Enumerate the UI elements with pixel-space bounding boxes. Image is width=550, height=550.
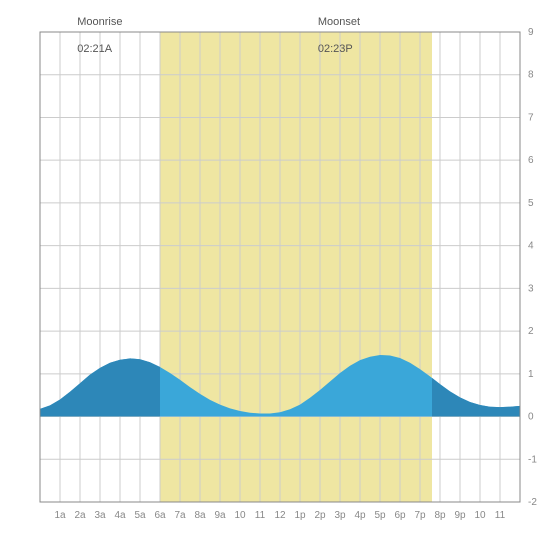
- x-tick-label: 2p: [314, 510, 326, 521]
- y-tick-label: 4: [528, 241, 534, 252]
- moonrise-label: Moonrise 02:21A: [65, 2, 122, 71]
- x-tick-label: 4p: [354, 510, 366, 521]
- x-tick-label: 5a: [134, 510, 146, 521]
- x-tick-label: 8p: [434, 510, 446, 521]
- x-tick-label: 11: [495, 510, 506, 521]
- daylight-band: [160, 32, 432, 502]
- x-tick-label: 3a: [94, 510, 106, 521]
- x-tick-label: 1p: [294, 510, 306, 521]
- chart-svg: -2-101234567891a2a3a4a5a6a7a8a9a1011121p…: [0, 0, 550, 550]
- y-tick-label: -1: [528, 454, 537, 465]
- y-tick-label: 1: [528, 369, 534, 380]
- x-tick-label: 1a: [54, 510, 66, 521]
- x-tick-label: 8a: [194, 510, 206, 521]
- x-tick-label: 2a: [74, 510, 86, 521]
- x-tick-label: 7a: [174, 510, 186, 521]
- moonset-label: Moonset 02:23P: [306, 2, 360, 71]
- x-tick-label: 5p: [374, 510, 386, 521]
- y-tick-label: 7: [528, 112, 534, 123]
- y-tick-label: 9: [528, 27, 534, 38]
- y-tick-label: 3: [528, 283, 534, 294]
- y-tick-label: 5: [528, 198, 534, 209]
- y-tick-label: 0: [528, 412, 534, 423]
- x-tick-label: 11: [255, 510, 266, 521]
- x-tick-label: 12: [274, 510, 286, 521]
- x-tick-label: 7p: [414, 510, 426, 521]
- x-tick-label: 6a: [154, 510, 166, 521]
- y-tick-label: 6: [528, 155, 534, 166]
- x-tick-label: 10: [234, 510, 246, 521]
- x-tick-label: 10: [474, 510, 486, 521]
- moonset-title: Moonset: [318, 16, 360, 28]
- x-tick-label: 3p: [334, 510, 346, 521]
- moonset-time: 02:23P: [318, 43, 353, 55]
- y-tick-label: 2: [528, 326, 534, 337]
- y-tick-label: -2: [528, 497, 537, 508]
- x-tick-label: 4a: [114, 510, 126, 521]
- moonrise-title: Moonrise: [77, 16, 122, 28]
- y-tick-label: 8: [528, 70, 534, 81]
- x-tick-label: 6p: [394, 510, 406, 521]
- x-tick-label: 9a: [214, 510, 226, 521]
- tide-chart: Moonrise 02:21A Moonset 02:23P -2-101234…: [0, 0, 550, 550]
- moonrise-time: 02:21A: [77, 43, 112, 55]
- x-tick-label: 9p: [454, 510, 466, 521]
